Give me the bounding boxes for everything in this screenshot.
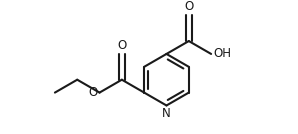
Text: O: O: [117, 39, 126, 52]
Text: O: O: [89, 86, 98, 99]
Text: O: O: [184, 0, 193, 13]
Text: N: N: [162, 107, 171, 120]
Text: OH: OH: [213, 47, 231, 60]
